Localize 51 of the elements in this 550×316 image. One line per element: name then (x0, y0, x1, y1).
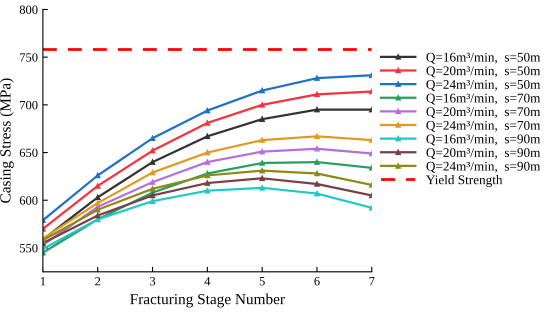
point (314, 106, 320, 112)
legend-label: Q=16m³/min, s=70m (426, 94, 540, 105)
point (204, 108, 210, 114)
point (314, 170, 320, 176)
x-tick-label: 1 (40, 277, 46, 286)
point (314, 146, 320, 152)
legend-label: Q=24m³/min, s=70m (426, 120, 540, 132)
y-tick-label: 600 (20, 196, 38, 205)
legend-label: Q=20m³/min, s=50m (426, 66, 540, 78)
point (94, 206, 100, 213)
y-tick-label: 800 (20, 6, 38, 14)
x-tick-label: 5 (260, 277, 265, 286)
point (259, 116, 265, 122)
point (150, 198, 156, 204)
point (204, 188, 210, 194)
point (150, 148, 156, 154)
point (94, 212, 100, 218)
point (150, 192, 156, 198)
point (150, 179, 156, 185)
point (94, 200, 100, 206)
x-tick-label: 4 (204, 277, 210, 286)
x-tick-label: 6 (314, 277, 320, 286)
x-tick-label: 2 (95, 277, 100, 286)
legend-label: Yield Strength (426, 175, 502, 188)
y-tick-label: 700 (20, 100, 38, 110)
point (314, 75, 320, 81)
y-tick-label: 550 (20, 244, 38, 252)
legend-label: Q=16m³/min, s=50m (426, 52, 540, 64)
y-tick-label: 650 (20, 148, 38, 157)
legend-label: Q=24m³/min, s=90m (426, 162, 540, 173)
point (259, 168, 265, 174)
point (314, 181, 320, 187)
y-tick-label: 750 (20, 53, 38, 62)
legend-label: Q=16m³/min, s=90m (426, 134, 540, 146)
point (314, 159, 320, 165)
legend-label: Q=20m³/min, s=70m (426, 107, 540, 118)
x-tick-label: 7 (370, 277, 375, 286)
x-axis-title: Fracturing Stage Number (130, 294, 285, 308)
point (259, 88, 265, 94)
line-series (42, 88, 372, 232)
x-tick-label: 3 (150, 277, 156, 286)
legend-label: Q=24m³/min, s=50m (426, 80, 540, 91)
legend-label: Q=20m³/min, s=90m (426, 148, 540, 160)
point (204, 159, 210, 165)
point (259, 148, 265, 154)
point (314, 190, 320, 196)
line-series (42, 159, 372, 256)
y-axis-title: Casing Stress (MPa) (0, 78, 14, 203)
point (150, 159, 156, 165)
point (259, 137, 265, 143)
line-series (42, 185, 372, 252)
